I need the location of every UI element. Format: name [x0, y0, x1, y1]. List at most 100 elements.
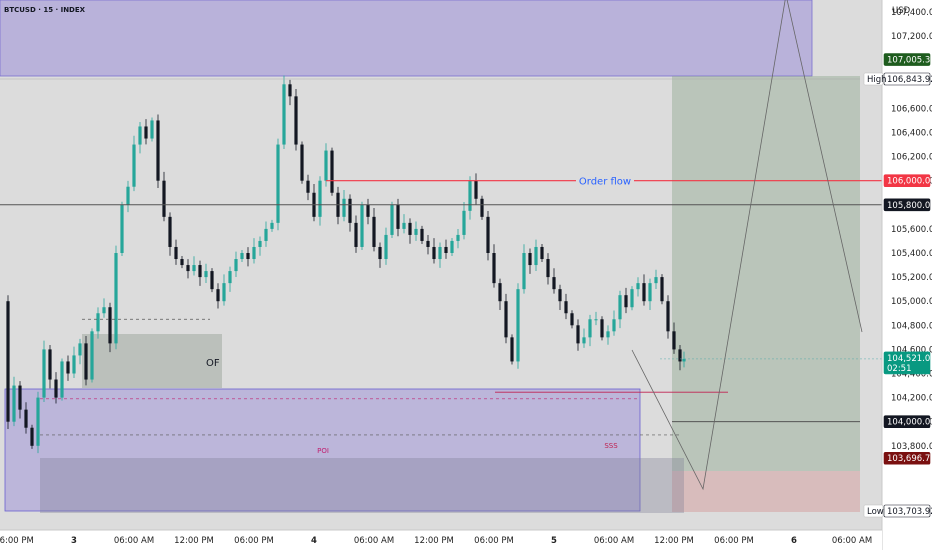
y-tick-label: 104,200.00	[891, 394, 932, 404]
candle-body	[108, 307, 112, 344]
candle-body	[246, 253, 250, 260]
time-axis[interactable]: 06:00 PM 3 06:00 AM 12:00 PM 06:00 PM 4 06:00 …	[0, 529, 882, 550]
tag-low: Low	[867, 507, 884, 517]
candle-body	[72, 355, 76, 374]
x-tick-label: 06:00 PM	[0, 536, 34, 546]
candle-body	[228, 271, 232, 284]
candle-body	[132, 144, 136, 187]
candle-body	[654, 277, 658, 284]
candle-body	[378, 246, 382, 260]
price-label-box-last	[883, 351, 931, 375]
x-tick-label: 06:00 AM	[114, 536, 154, 546]
candle-body	[276, 144, 280, 223]
candle-body	[594, 319, 598, 321]
sss-label: SSS	[604, 442, 618, 450]
candle-body	[24, 409, 28, 428]
symbol-title: BTCUSD · 15 · INDEX	[4, 6, 86, 14]
price-label-box-level	[883, 198, 931, 212]
candle-body	[408, 222, 412, 235]
candle-body	[168, 216, 172, 247]
price-label-level: 105,800.00	[887, 201, 932, 211]
candle-body	[504, 301, 508, 338]
candle-body	[486, 216, 490, 253]
candle-body	[432, 246, 436, 260]
poi-zone	[4, 388, 641, 512]
x-tick-label: 5	[551, 536, 557, 546]
candle-body	[90, 331, 94, 380]
candle-body	[204, 271, 208, 278]
candle-body	[498, 283, 502, 302]
overlays-layer: Order flow OF POI SSS	[0, 0, 882, 491]
y-tick-label: 106,600.00	[891, 104, 932, 114]
price-label-high_target: 107,005.35	[887, 56, 932, 66]
zones-layer	[0, 0, 860, 513]
candle-body	[270, 222, 274, 229]
candle-body	[456, 234, 460, 241]
tag-box-high	[863, 72, 884, 86]
candle-body	[630, 289, 634, 308]
candle-body	[294, 96, 298, 145]
y-tick-label: 105,200.00	[891, 273, 932, 283]
x-tick-label: 4	[311, 536, 317, 546]
candle-body	[624, 295, 628, 308]
y-tick-label: 105,400.00	[891, 249, 932, 259]
candle-body	[348, 198, 352, 223]
price-label-level: 104,000.00	[887, 418, 932, 428]
x-tick-label: 06:00 PM	[234, 536, 274, 546]
x-tick-label: 06:00 AM	[832, 536, 872, 546]
candle-body	[426, 240, 430, 247]
y-tick-label: 106,400.00	[891, 129, 932, 139]
x-tick-label: 06:00 PM	[474, 536, 514, 546]
candle-body	[462, 210, 466, 235]
candle-body	[636, 283, 640, 290]
candle-body	[180, 259, 184, 266]
candle-body	[192, 265, 196, 272]
candle-body	[66, 361, 70, 374]
currency-label: USD	[892, 6, 911, 16]
price-label-order_flow: 106,000.00	[887, 177, 932, 187]
candle-body	[60, 361, 64, 398]
price-label-countdown: 02:51	[887, 364, 912, 374]
candle-body	[324, 150, 328, 181]
target-profit-box	[672, 76, 860, 471]
candle-body	[534, 246, 538, 266]
candle-body	[606, 331, 610, 338]
candle-body	[618, 295, 622, 320]
candle-body	[234, 259, 238, 272]
candle-body	[84, 343, 88, 380]
y-tick-label: 105,000.00	[891, 297, 932, 307]
candle-body	[372, 216, 376, 247]
candle-body	[582, 337, 586, 344]
candle-body	[156, 120, 160, 181]
candle-body	[552, 277, 556, 290]
price-label-box-high	[883, 72, 931, 86]
candle-body	[492, 253, 496, 284]
candle-body	[96, 313, 100, 332]
x-tick-label: 3	[71, 536, 77, 546]
y-tick-label: 107,200.00	[891, 32, 932, 42]
y-tick-label: 104,400.00	[891, 370, 932, 380]
candle-body	[396, 204, 400, 229]
x-tick-label: 12:00 PM	[654, 536, 694, 546]
candle-body	[450, 240, 454, 253]
of-zone	[82, 334, 222, 388]
candle-body	[174, 246, 178, 260]
candle-body	[642, 283, 646, 302]
price-label-box-low	[883, 504, 931, 518]
candle-body	[360, 204, 364, 247]
candle-body	[666, 301, 670, 332]
candle-body	[576, 325, 580, 344]
y-tick-label: 104,600.00	[891, 345, 932, 355]
tag-box-low	[863, 504, 884, 518]
y-tick-label: 107,400.00	[891, 8, 932, 18]
candle-body	[660, 277, 664, 302]
candle-body	[78, 343, 82, 356]
candle-body	[588, 319, 592, 338]
candle-body	[258, 240, 262, 247]
candle-body	[390, 204, 394, 235]
candle-body	[342, 198, 346, 217]
y-tick-label: 106,200.00	[891, 153, 932, 163]
candle-body	[420, 228, 424, 241]
